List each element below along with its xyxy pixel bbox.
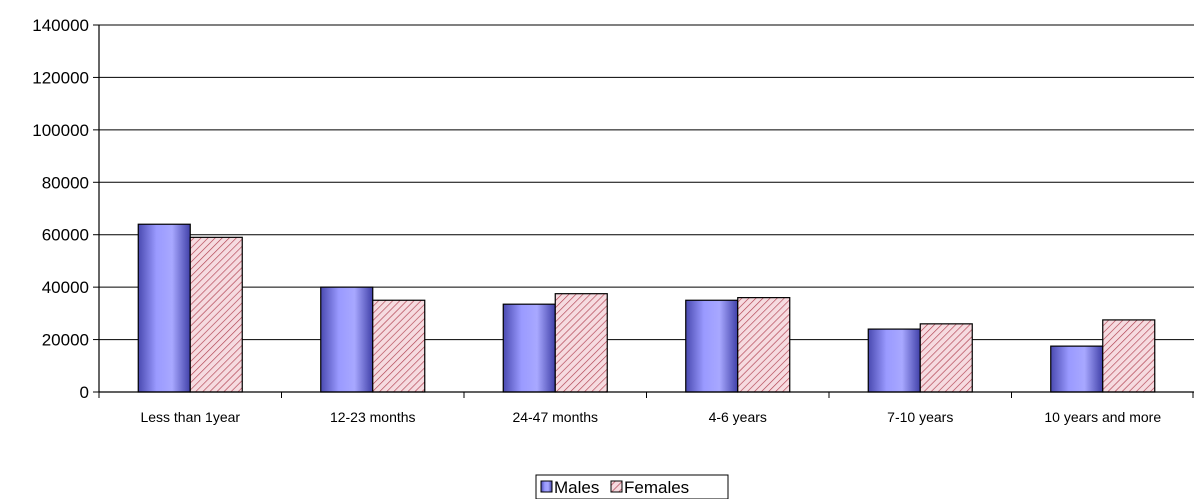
y-tick-label: 0 [80, 383, 89, 402]
x-category-label: Less than 1year [140, 409, 240, 425]
y-axis-ticks: 0 20000 40000 60000 80000 100000 120000 140000 [32, 16, 99, 402]
x-category-label: 10 years and more [1044, 409, 1161, 425]
y-tick-label: 80000 [42, 173, 89, 192]
bar-females-1 [372, 299, 426, 393]
bar-females-3 [737, 297, 791, 393]
bar-males-1 [320, 286, 374, 393]
legend-label-males: Males [554, 478, 599, 497]
legend-swatch-females [610, 480, 623, 493]
legend-label-females: Females [624, 478, 689, 497]
y-tick-label: 40000 [42, 278, 89, 297]
bar-males-5 [1050, 345, 1104, 393]
y-tick-label: 20000 [42, 331, 89, 350]
y-tick-label: 120000 [32, 68, 89, 87]
x-category-label: 12-23 months [330, 409, 416, 425]
bar-males-2 [502, 303, 556, 393]
bar-females-0 [189, 236, 243, 393]
x-axis-labels: Less than 1year 12-23 months 24-47 months 4… [140, 409, 1161, 425]
x-category-label: 4-6 years [709, 409, 767, 425]
bar-males-4 [867, 328, 921, 393]
legend-swatch-males [540, 480, 553, 493]
x-category-label: 24-47 months [512, 409, 598, 425]
y-tick-label: 100000 [32, 121, 89, 140]
bars [137, 223, 1156, 393]
bar-females-2 [554, 293, 608, 393]
gridlines [99, 24, 1194, 341]
legend: Males Females [535, 474, 729, 499]
bar-females-4 [919, 323, 973, 393]
axes [98, 25, 1194, 398]
x-category-label: 7-10 years [887, 409, 953, 425]
y-tick-label: 140000 [32, 16, 89, 35]
y-tick-label: 60000 [42, 226, 89, 245]
bar-females-5 [1102, 319, 1156, 393]
legend-box [535, 474, 729, 499]
bar-males-0 [137, 223, 191, 393]
bar-males-3 [685, 299, 739, 393]
